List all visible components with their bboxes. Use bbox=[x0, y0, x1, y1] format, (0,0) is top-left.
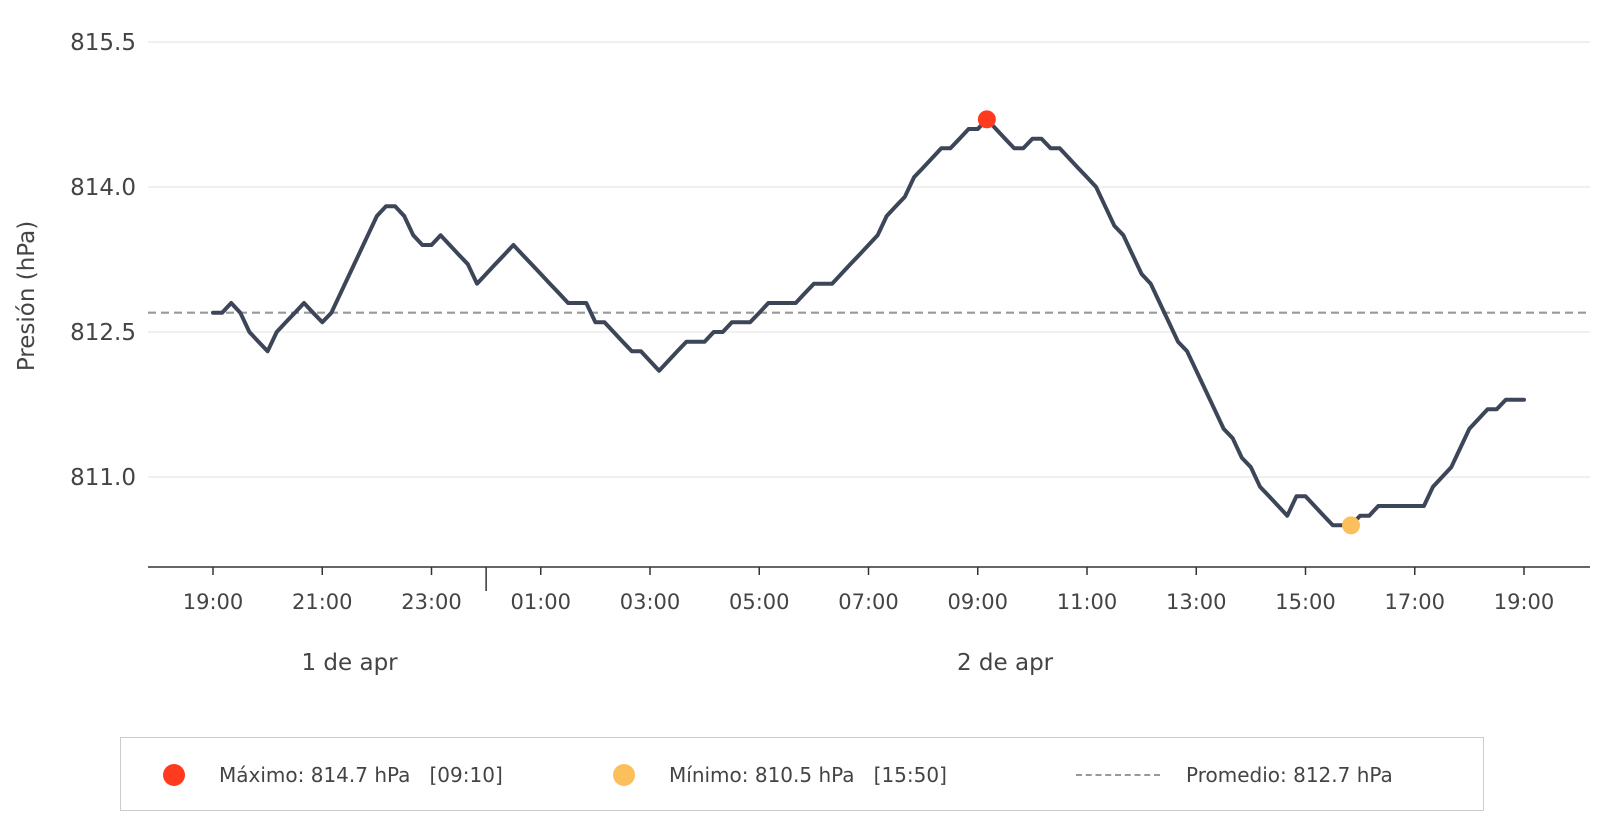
x-tick-label: 19:00 bbox=[1494, 590, 1555, 614]
legend-item-average: Promedio: 812.7 hPa bbox=[1076, 738, 1393, 812]
x-tick-label: 11:00 bbox=[1057, 590, 1118, 614]
max-marker-icon bbox=[163, 764, 185, 786]
x-tick-label: 23:00 bbox=[401, 590, 462, 614]
y-axis-label: Presión (hPa) bbox=[14, 221, 40, 371]
y-tick-label: 815.5 bbox=[70, 30, 136, 56]
min-marker bbox=[1342, 516, 1361, 535]
x-tick-label: 13:00 bbox=[1166, 590, 1227, 614]
legend-item-max: Máximo: 814.7 hPa [09:10] bbox=[163, 738, 503, 812]
axes-group: 811.0 812.5 814.0 815.5 19:00 21:00 23:00 01:00… bbox=[70, 30, 1590, 676]
y-tick-label: 812.5 bbox=[70, 320, 136, 346]
x-tick-label: 01:00 bbox=[510, 590, 571, 614]
x-tick-label: 21:00 bbox=[292, 590, 353, 614]
date-label: 1 de apr bbox=[301, 650, 398, 676]
max-marker bbox=[977, 110, 996, 129]
pressure-line bbox=[211, 117, 1526, 528]
dashed-line-icon bbox=[1076, 774, 1160, 776]
date-label: 2 de apr bbox=[957, 650, 1054, 676]
grid-lines bbox=[148, 41, 1590, 478]
series-group bbox=[211, 117, 1526, 528]
x-tick-label: 19:00 bbox=[183, 590, 244, 614]
x-tick-label: 07:00 bbox=[838, 590, 899, 614]
legend-max-label: Máximo: 814.7 hPa [09:10] bbox=[219, 763, 503, 787]
legend-average-label: Promedio: 812.7 hPa bbox=[1186, 763, 1393, 787]
legend-item-min: Mínimo: 810.5 hPa [15:50] bbox=[613, 738, 947, 812]
y-tick-label: 811.0 bbox=[70, 465, 136, 491]
x-tick-label: 05:00 bbox=[729, 590, 790, 614]
legend-min-label: Mínimo: 810.5 hPa [15:50] bbox=[669, 763, 947, 787]
x-tick-label: 15:00 bbox=[1275, 590, 1336, 614]
x-tick-label: 03:00 bbox=[620, 590, 681, 614]
min-marker-icon bbox=[613, 764, 635, 786]
x-tick-label: 17:00 bbox=[1384, 590, 1445, 614]
x-tick-label: 09:00 bbox=[947, 590, 1008, 614]
y-tick-label: 814.0 bbox=[70, 175, 136, 201]
legend: Máximo: 814.7 hPa [09:10] Mínimo: 810.5 … bbox=[120, 737, 1484, 811]
markers-group bbox=[977, 110, 1361, 535]
